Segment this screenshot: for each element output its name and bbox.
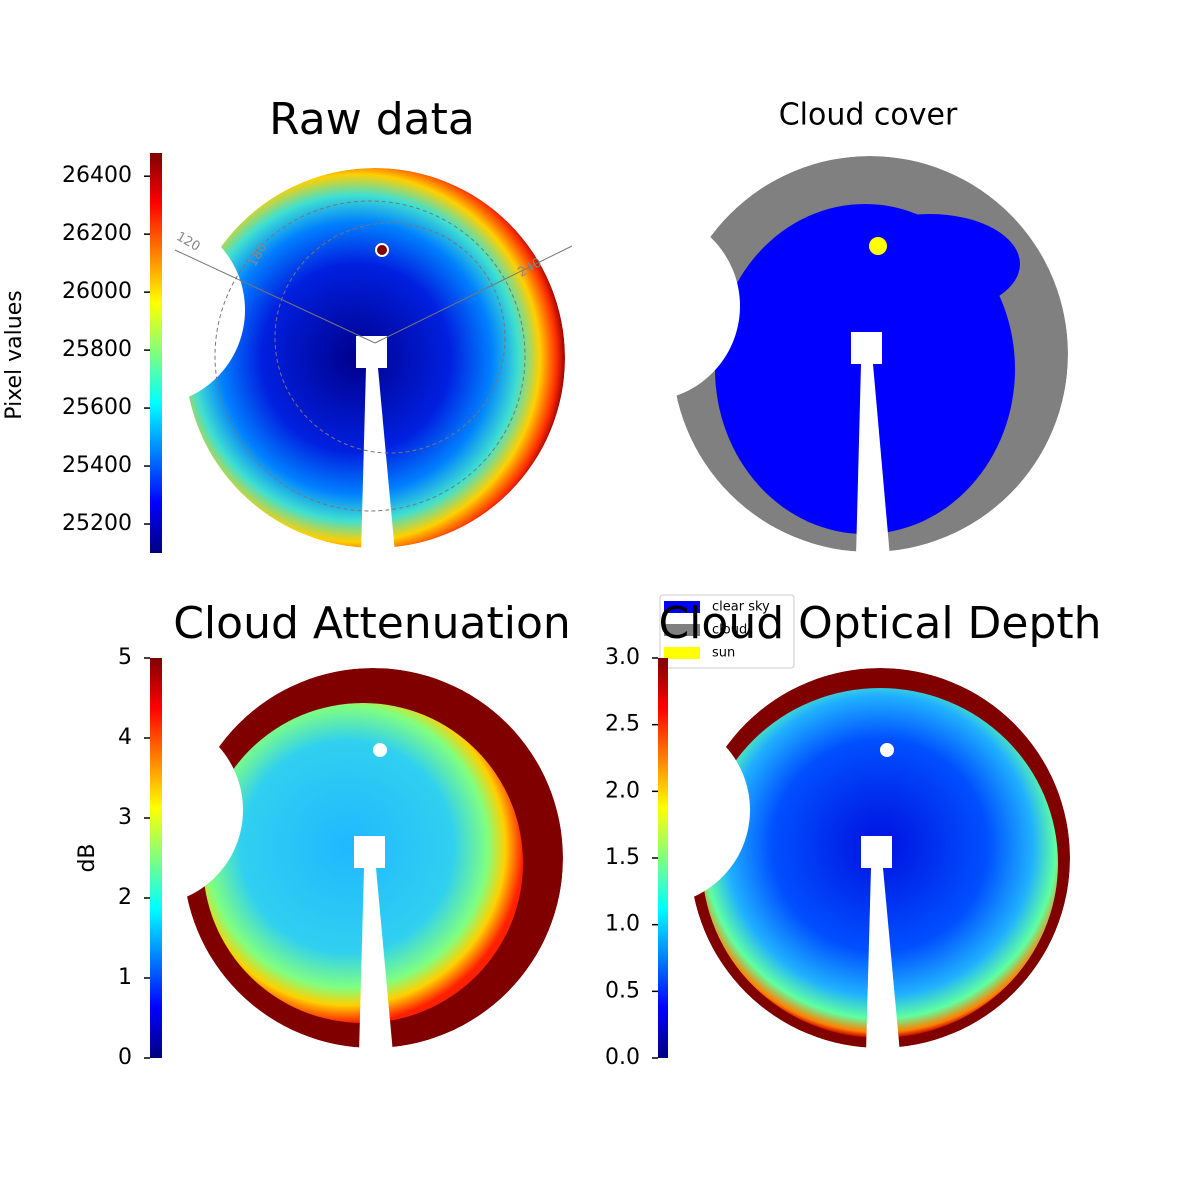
colorbar-label: Pixel values	[2, 290, 27, 419]
sun-spot	[373, 743, 387, 757]
colorbar-tick-label: 26000	[62, 279, 132, 304]
colorbar-tick-label: 1.0	[605, 912, 640, 937]
legend-label: cloud	[712, 623, 747, 638]
colorbar-tick-label: 1.5	[605, 845, 640, 870]
colorbar	[658, 658, 668, 1058]
polar-line	[374, 245, 573, 344]
colorbar-tick-label: 25600	[62, 395, 132, 420]
colorbar-tick-label: 2.0	[605, 778, 640, 803]
colorbar	[150, 153, 162, 553]
sky-image	[183, 668, 563, 1048]
colorbar-tick-label: 1	[118, 965, 132, 990]
panel-title: Cloud Attenuation	[173, 598, 571, 649]
colorbar-tick-label: 2.5	[605, 712, 640, 737]
colorbar-tick-label: 3.0	[605, 645, 640, 670]
sky-disk	[185, 168, 565, 548]
colorbar-tick-label: 26200	[62, 221, 132, 246]
clear-region	[840, 214, 1020, 314]
inner-region	[203, 703, 523, 1023]
colorbar-tick-label: 25400	[62, 453, 132, 478]
legend-label: clear sky	[712, 600, 770, 615]
polar-grid	[274, 222, 506, 454]
colorbar-tick-label: 5	[118, 645, 132, 670]
panel-title: Raw data	[269, 94, 475, 145]
colorbar-tick-label: 25800	[62, 337, 132, 362]
colorbar-tick-label: 26400	[62, 163, 132, 188]
colorbar-tick-label: 2	[118, 885, 132, 910]
colorbar-label: dB	[75, 843, 100, 872]
polar-grid	[214, 200, 526, 512]
legend-label: sun	[712, 646, 735, 661]
colorbar	[150, 658, 162, 1058]
legend-swatch	[664, 647, 700, 659]
colorbar-tick-label: 25200	[62, 511, 132, 536]
sun-spot	[880, 743, 894, 757]
colorbar-tick-label: 0.5	[605, 978, 640, 1003]
sky-image	[185, 168, 565, 548]
polar-line	[174, 249, 376, 344]
sun-region	[869, 237, 887, 255]
sun-spot	[375, 243, 389, 257]
panel-title: Cloud cover	[779, 98, 958, 133]
panel-title: Cloud Optical Depth	[658, 598, 1101, 649]
legend-swatch	[664, 624, 700, 636]
inner-region	[702, 688, 1058, 1038]
legend-swatch	[664, 601, 700, 613]
sky-image	[672, 156, 1068, 552]
sky-image	[690, 668, 1070, 1048]
colorbar-tick-label: 3	[118, 805, 132, 830]
colorbar-tick-label: 4	[118, 725, 132, 750]
colorbar-tick-label: 0	[118, 1045, 132, 1070]
colorbar-tick-label: 0.0	[605, 1045, 640, 1070]
